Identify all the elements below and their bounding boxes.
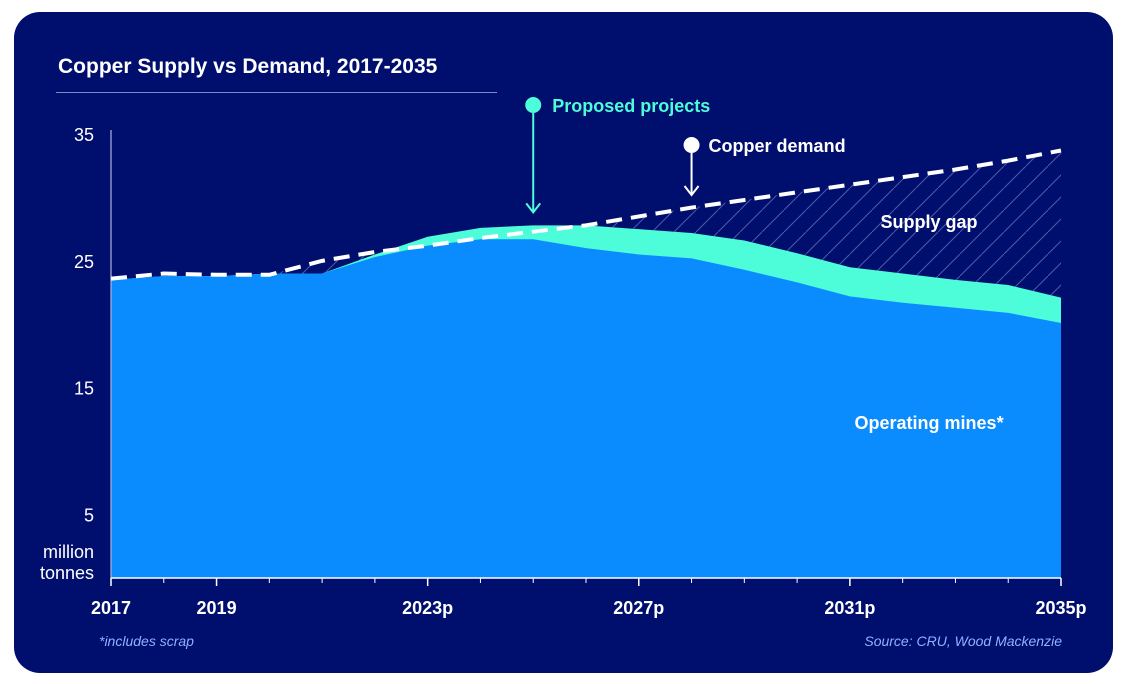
supply-gap-area: [111, 150, 1061, 298]
x-tick-label: 2023p: [402, 598, 453, 618]
title-underline: [56, 92, 497, 93]
x-tick-label: 2019: [197, 598, 237, 618]
y-tick-label: 25: [74, 252, 94, 272]
proposed-projects-label: Proposed projects: [552, 96, 710, 116]
chart-title: Copper Supply vs Demand, 2017-2035: [58, 55, 438, 78]
y-tick-label: 5: [84, 506, 94, 526]
footnote: *includes scrap: [99, 633, 194, 649]
copper-demand-label: Copper demand: [709, 136, 846, 156]
copper-demand-arrowhead: [683, 185, 700, 197]
source-note: Source: CRU, Wood Mackenzie: [864, 633, 1062, 649]
chart-card: 5 15 25 35 million tonnes 2017 2019 2023p 2027p 20…: [14, 12, 1113, 673]
x-tick-label: 2031p: [824, 598, 875, 618]
supply-gap-label: Supply gap: [881, 212, 978, 232]
y-axis-label-line1: million: [43, 542, 94, 562]
operating-mines-label: Operating mines*: [855, 413, 1004, 433]
proposed-projects-marker: [525, 97, 542, 113]
copper-demand-marker: [683, 137, 700, 153]
y-tick-label: 15: [74, 379, 94, 399]
copper-demand-line: [110, 148, 1062, 281]
proposed-projects-arrowhead: [525, 202, 542, 214]
y-axis-label-line2: tonnes: [40, 563, 94, 583]
y-tick-label: 35: [74, 125, 94, 145]
x-tick-label: 2035p: [1035, 598, 1086, 618]
x-tick-label: 2027p: [613, 598, 664, 618]
x-tick-label: 2017: [91, 598, 131, 618]
operating-mines-area: [111, 239, 1061, 578]
